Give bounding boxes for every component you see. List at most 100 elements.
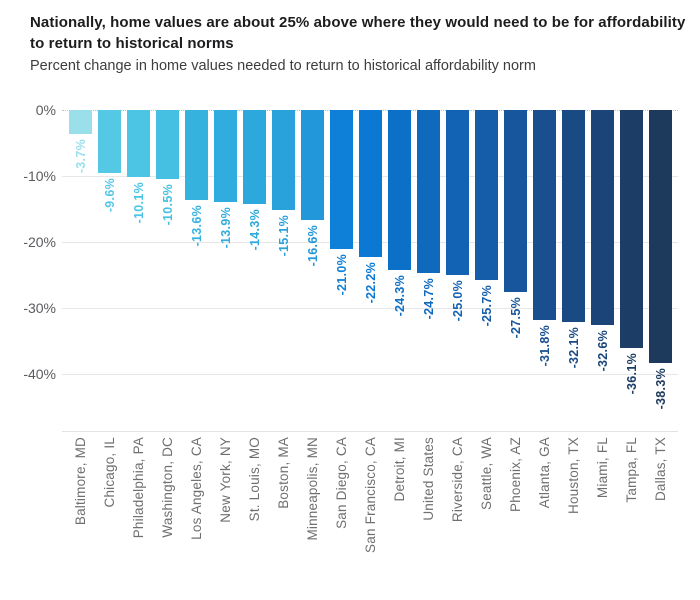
bar-value-label: -22.2% — [363, 261, 378, 303]
y-axis-tick-label: -40% — [23, 366, 56, 382]
bar-value-label: -27.5% — [508, 296, 523, 338]
bar-column: -15.1% — [272, 110, 295, 256]
x-label-slot: Baltimore, MD — [69, 437, 92, 525]
bar — [475, 110, 498, 280]
gridline — [62, 308, 678, 309]
bar — [446, 110, 469, 275]
x-axis-label: Philadelphia, PA — [131, 437, 146, 539]
x-label-slot: Phoenix, AZ — [504, 437, 527, 512]
x-label-slot: St. Louis, MO — [243, 437, 266, 521]
bar-value-label: -31.8% — [537, 324, 552, 367]
x-axis-label: Tampa, FL — [624, 437, 639, 503]
x-label-slot: New York, NY — [214, 437, 237, 523]
x-label-slot: Seattle, WA — [475, 437, 498, 510]
x-axis-label: Baltimore, MD — [73, 437, 88, 526]
bar-column: -32.6% — [591, 110, 614, 372]
bar-value-label: -15.1% — [276, 214, 291, 257]
bar-value-label: -36.1% — [624, 353, 639, 395]
bar-value-label: -25.0% — [450, 280, 465, 322]
bar-value-label: -32.6% — [595, 330, 610, 372]
x-axis-label: United States — [421, 437, 436, 521]
bar-value-label: -10.1% — [131, 181, 146, 224]
x-label-slot: Chicago, IL — [98, 437, 121, 508]
bar — [69, 110, 92, 135]
x-label-slot: Philadelphia, PA — [127, 437, 150, 538]
bar-column: -9.6% — [98, 110, 121, 213]
bar — [214, 110, 237, 202]
bar — [591, 110, 614, 326]
bar-column: -27.5% — [504, 110, 527, 338]
x-axis-label: Minneapolis, MN — [305, 437, 320, 541]
bar-value-label: -13.9% — [218, 206, 233, 249]
x-axis-label: Houston, TX — [566, 437, 581, 514]
x-axis-line — [62, 431, 678, 432]
bar-column: -31.8% — [533, 110, 556, 366]
bar — [504, 110, 527, 292]
x-axis-label: Washington, DC — [160, 437, 175, 538]
x-label-slot: Washington, DC — [156, 437, 179, 538]
x-axis-label: Los Angeles, CA — [189, 437, 204, 540]
x-axis-labels: Baltimore, MD Chicago, IL Philadelphia, PA… — [69, 437, 672, 553]
x-axis-label: Boston, MA — [276, 437, 291, 509]
bar-column: -13.6% — [185, 110, 208, 246]
y-axis-tick-label: -10% — [23, 168, 56, 184]
bar-column: -25.7% — [475, 110, 498, 326]
bar-value-label: -24.3% — [392, 275, 407, 317]
bar-value-label: -38.3% — [653, 367, 668, 410]
bar — [388, 110, 411, 271]
x-label-slot: Los Angeles, CA — [185, 437, 208, 540]
bar-column: -14.3% — [243, 110, 266, 251]
x-axis-label: Dallas, TX — [653, 437, 668, 502]
x-label-slot: Dallas, TX — [649, 437, 672, 501]
bar — [620, 110, 643, 349]
x-axis-label: Chicago, IL — [102, 437, 117, 508]
x-label-slot: United States — [417, 437, 440, 521]
x-axis-label: Seattle, WA — [479, 437, 494, 510]
bars-row: -3.7% -9.6% -10.1% -10.5% -13.6% -13.9% -14.3%… — [69, 110, 672, 431]
bar — [330, 110, 353, 249]
bar-column: -25.0% — [446, 110, 469, 321]
bar — [359, 110, 382, 257]
bar-column: -32.1% — [562, 110, 585, 368]
x-axis-label: San Diego, CA — [334, 437, 349, 529]
bar-value-label: -13.6% — [189, 204, 204, 247]
x-axis-label: Miami, FL — [595, 437, 610, 499]
bar — [185, 110, 208, 200]
x-label-slot: Boston, MA — [272, 437, 295, 509]
gridline — [62, 374, 678, 375]
bar — [156, 110, 179, 180]
x-label-slot: San Diego, CA — [330, 437, 353, 529]
bar-value-label: -9.6% — [102, 178, 117, 213]
bar-value-label: -16.6% — [305, 224, 320, 266]
y-axis-tick-label: -20% — [23, 234, 56, 250]
x-label-slot: Detroit, MI — [388, 437, 411, 501]
x-axis-label: San Francisco, CA — [363, 437, 378, 553]
bar — [98, 110, 121, 174]
bar-column: -13.9% — [214, 110, 237, 248]
bar-value-label: -32.1% — [566, 326, 581, 369]
x-label-slot: Tampa, FL — [620, 437, 643, 503]
bar-value-label: -3.7% — [73, 139, 88, 174]
x-axis-label: Riverside, CA — [450, 437, 465, 523]
bar-column: -22.2% — [359, 110, 382, 303]
y-axis-tick-label: 0% — [35, 102, 56, 118]
chart-title-line-2: to return to historical norms — [30, 35, 234, 52]
bar-column: -24.3% — [388, 110, 411, 317]
bar-column: -21.0% — [330, 110, 353, 295]
x-label-slot: San Francisco, CA — [359, 437, 382, 553]
bar-value-label: -25.7% — [479, 284, 494, 326]
bar — [127, 110, 150, 177]
x-axis-label: New York, NY — [218, 437, 233, 523]
bar-column: -38.3% — [649, 110, 672, 409]
x-label-slot: Riverside, CA — [446, 437, 469, 522]
bar-value-label: -10.5% — [160, 184, 175, 226]
bar-column: -3.7% — [69, 110, 92, 174]
x-axis-label: Atlanta, GA — [537, 437, 552, 509]
bar — [301, 110, 324, 220]
bar-value-label: -21.0% — [334, 253, 349, 295]
chart-title-line-1: Nationally, home values are about 25% ab… — [30, 14, 686, 31]
bar-column: -36.1% — [620, 110, 643, 395]
x-axis-label: St. Louis, MO — [247, 437, 262, 522]
